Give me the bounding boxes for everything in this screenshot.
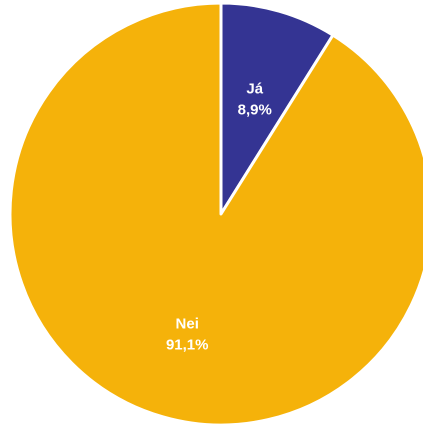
slices-layer [8, 1, 423, 427]
slice-value-nei: 91,1% [166, 337, 209, 354]
pie-slice-ja [219, 1, 335, 216]
labels-layer: Já 8,9% Nei 91,1% [166, 80, 272, 353]
pie-slice-nei [8, 1, 423, 427]
slice-label-nei: Nei [176, 316, 199, 333]
slice-label-ja: Já [246, 80, 263, 97]
slice-value-ja: 8,9% [238, 101, 272, 118]
